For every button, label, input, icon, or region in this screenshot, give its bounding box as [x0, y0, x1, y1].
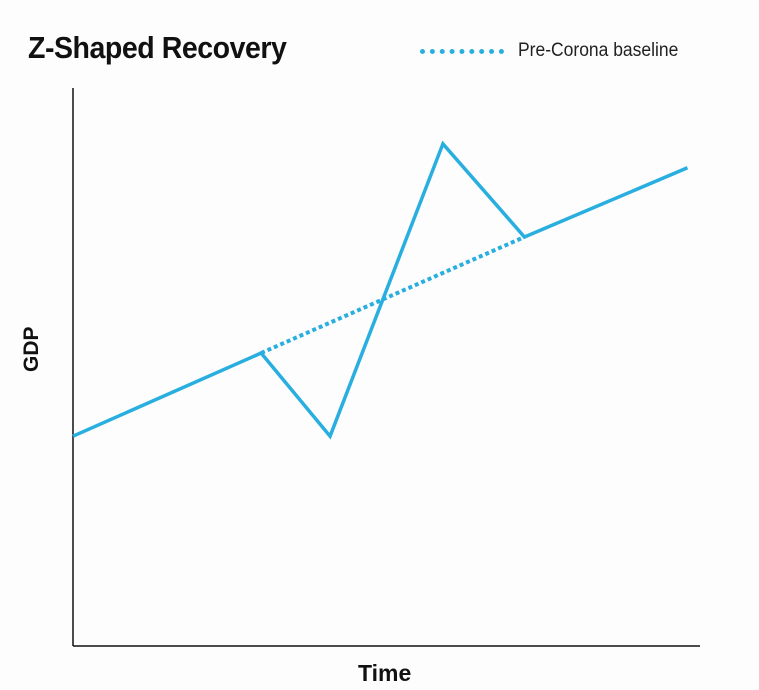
legend: Pre-Corona baseline: [420, 40, 692, 62]
gdp-series-line: [72, 140, 689, 440]
legend-label: Pre-Corona baseline: [518, 40, 679, 61]
legend-swatch-dotted: [420, 48, 504, 54]
baseline-series-line: [260, 235, 526, 355]
x-axis-label: Time: [358, 660, 412, 686]
chart-title: Z-Shaped Recovery: [28, 30, 287, 65]
y-axis-label: GDP: [20, 326, 43, 372]
